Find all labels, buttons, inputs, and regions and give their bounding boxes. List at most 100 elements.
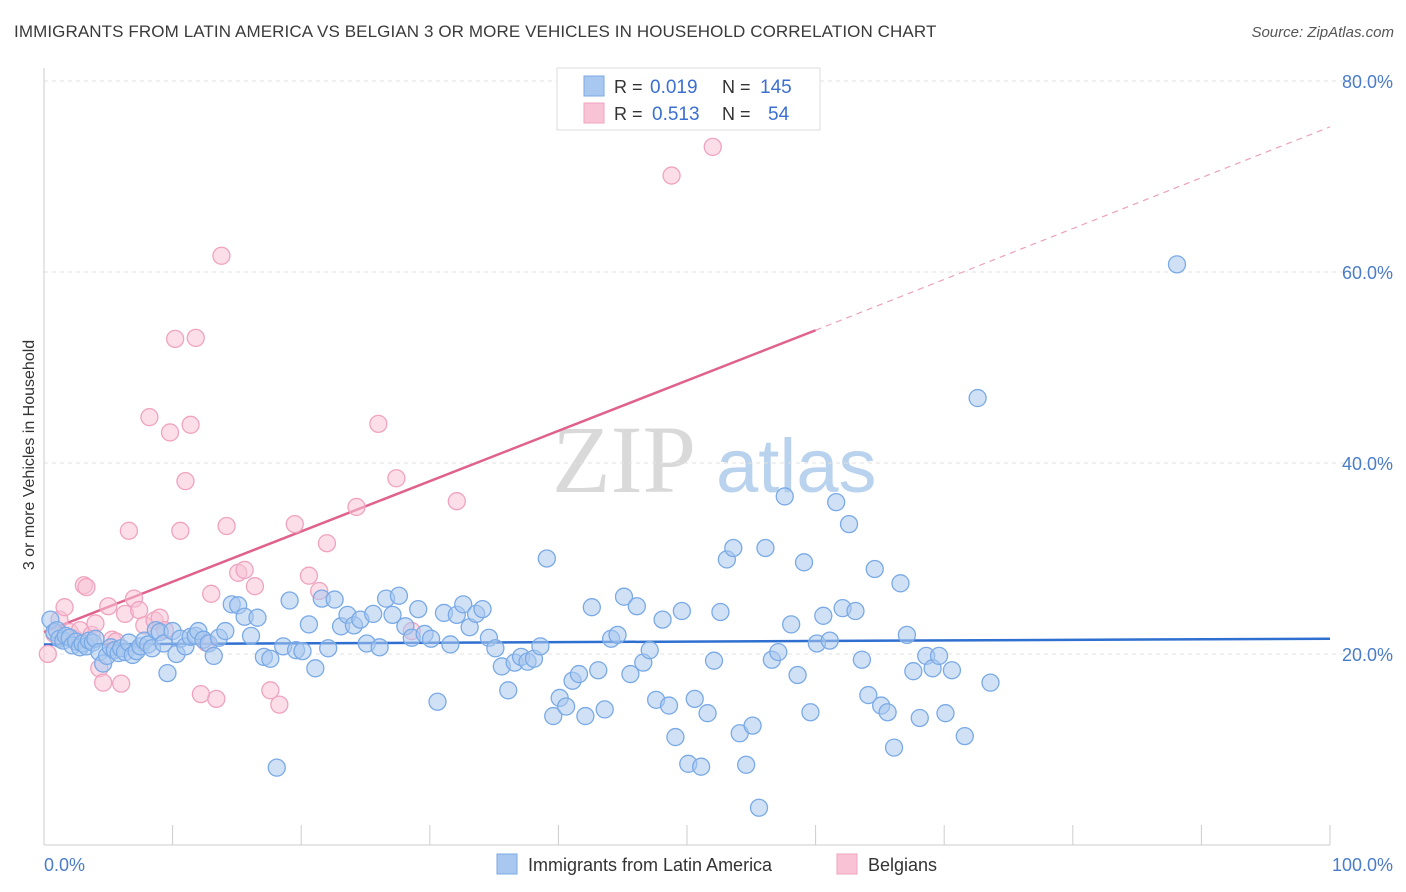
point-belgians — [703, 137, 722, 157]
point-latin-america — [319, 639, 338, 658]
point-latin-america — [827, 493, 846, 512]
point-latin-america — [839, 514, 859, 534]
point-latin-america — [852, 650, 872, 669]
stats-n-label-blue: N = — [722, 77, 751, 97]
point-latin-america — [756, 538, 775, 558]
stats-n-value-blue: 145 — [760, 77, 792, 98]
point-latin-america — [409, 599, 428, 619]
point-latin-america — [293, 641, 312, 661]
axes — [43, 68, 1331, 846]
point-belgians — [285, 514, 304, 534]
point-latin-america — [158, 663, 177, 683]
point-latin-america — [704, 651, 724, 670]
point-latin-america — [711, 602, 730, 622]
point-belgians — [94, 673, 113, 692]
point-latin-america — [486, 639, 505, 658]
point-latin-america — [666, 727, 685, 747]
point-belgians — [207, 689, 226, 709]
point-belgians — [369, 414, 388, 433]
stats-r-label-pink: R = — [614, 104, 643, 124]
point-latin-america — [280, 591, 299, 610]
point-latin-america — [737, 755, 756, 774]
x-tick-label-right: 100.0% — [1332, 855, 1393, 875]
point-belgians — [130, 600, 149, 620]
point-belgians — [317, 534, 337, 553]
legend-swatch-belgians — [836, 853, 858, 875]
point-latin-america — [640, 641, 659, 660]
point-belgians — [186, 328, 205, 348]
point-latin-america — [743, 716, 762, 735]
point-latin-america — [216, 621, 235, 641]
point-latin-america — [910, 708, 929, 728]
point-latin-america — [531, 637, 550, 656]
trend-line-latin-america — [43, 637, 1331, 646]
y-tick-label: 80.0% — [1342, 72, 1393, 92]
point-latin-america — [846, 601, 865, 621]
point-belgians — [191, 684, 211, 704]
point-latin-america — [499, 681, 518, 700]
point-latin-america — [627, 597, 646, 616]
point-latin-america — [904, 662, 923, 681]
point-latin-america — [299, 615, 319, 634]
point-belgians — [171, 521, 190, 540]
point-latin-america — [749, 798, 769, 817]
point-belgians — [447, 492, 466, 511]
point-latin-america — [614, 587, 634, 606]
point-latin-america — [576, 706, 595, 726]
point-latin-america — [685, 689, 704, 709]
point-belgians — [662, 166, 681, 185]
point-belgians — [38, 644, 58, 664]
stats-legend: R = 0.019 N = 145 R = 0.513 N = 54 — [556, 67, 821, 131]
point-latin-america — [241, 626, 261, 646]
point-latin-america — [154, 634, 173, 653]
point-latin-america — [672, 601, 692, 621]
point-latin-america — [691, 757, 711, 776]
stats-swatch-pink — [583, 102, 605, 124]
watermark-zip: ZIP — [552, 406, 696, 513]
y-tick-labels: 20.0% 40.0% 60.0% 80.0% — [1342, 72, 1393, 665]
y-tick-label: 60.0% — [1342, 263, 1393, 283]
point-belgians — [160, 423, 180, 442]
point-latin-america — [441, 635, 460, 654]
stats-n-value-pink: 54 — [768, 104, 790, 125]
point-latin-america — [929, 646, 949, 666]
point-latin-america — [473, 599, 492, 619]
point-belgians — [55, 598, 74, 617]
point-belgians — [166, 329, 185, 349]
point-belgians — [245, 577, 265, 596]
point-belgians — [202, 584, 221, 603]
point-latin-america — [724, 538, 743, 558]
point-latin-america — [370, 638, 389, 657]
stats-r-label-blue: R = — [614, 77, 643, 97]
point-latin-america — [556, 697, 576, 716]
point-belgians — [181, 415, 200, 434]
point-latin-america — [698, 704, 717, 723]
data-points — [38, 137, 1187, 817]
series-legend: Immigrants from Latin America Belgians — [496, 853, 937, 875]
point-latin-america — [248, 608, 267, 627]
point-latin-america — [859, 685, 878, 705]
chart-title: IMMIGRANTS FROM LATIN AMERICA VS BELGIAN… — [14, 22, 937, 41]
point-latin-america — [981, 673, 1000, 692]
point-belgians — [347, 497, 366, 517]
point-latin-america — [653, 610, 672, 629]
point-latin-america — [897, 625, 917, 645]
point-belgians — [99, 597, 118, 616]
stats-r-value-blue: 0.019 — [650, 77, 698, 98]
point-belgians — [299, 566, 319, 585]
point-latin-america — [421, 629, 441, 648]
point-belgians — [112, 674, 131, 693]
point-latin-america — [942, 661, 962, 680]
stats-swatch-blue — [583, 75, 605, 97]
y-tick-label: 20.0% — [1342, 645, 1393, 665]
point-latin-america — [659, 696, 679, 715]
point-latin-america — [621, 664, 640, 684]
legend-swatch-latin-america — [496, 853, 518, 875]
point-latin-america — [891, 574, 910, 593]
point-belgians — [77, 578, 96, 597]
legend-label-belgians: Belgians — [868, 855, 937, 875]
point-latin-america — [936, 704, 955, 723]
stats-r-value-pink: 0.513 — [652, 104, 700, 125]
point-latin-america — [582, 598, 601, 617]
stats-n-label-pink: N = — [722, 104, 751, 124]
